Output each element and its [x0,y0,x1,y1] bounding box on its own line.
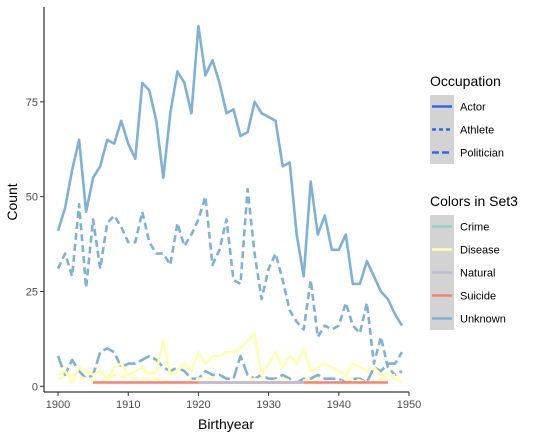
legend-label-natural: Natural [460,268,495,280]
plot-lines [56,24,404,384]
series-line-unknown-actor [56,24,404,327]
legend-title-colors: Colors in Set3 [430,193,518,209]
x-tick-label: 1940 [327,399,351,411]
x-tick-label: 1900 [46,399,70,411]
legend-label-crime: Crime [460,222,489,234]
legend-label-actor: Actor [460,102,486,114]
legend-label-suicide: Suicide [460,291,496,303]
legend-label-disease: Disease [460,245,500,257]
legend-label-athlete: Athlete [460,125,494,137]
legend-label-politician: Politician [460,148,504,160]
series-line-disease-actor [57,331,403,384]
x-axis-title: Birthyear [198,416,254,432]
x-tick-label: 1930 [256,399,280,411]
y-tick-label: 0 [32,381,38,393]
y-tick-label: 25 [26,286,38,298]
series-line-unknown-athlete [56,187,403,377]
y-tick-label: 75 [26,97,38,109]
legend-title-occupation: Occupation [430,73,501,89]
axes: 0 25 50 75 1900 1910 1920 1930 1940 1950 [26,7,421,411]
x-tick-label: 1950 [397,399,421,411]
legends: Occupation Actor Athlete Politician Colors i… [430,73,518,330]
x-tick-label: 1920 [186,399,210,411]
y-tick-label: 50 [26,192,38,204]
legend-label-unknown: Unknown [460,314,506,326]
x-tick-label: 1910 [116,399,140,411]
y-axis-title: Count [4,183,20,220]
